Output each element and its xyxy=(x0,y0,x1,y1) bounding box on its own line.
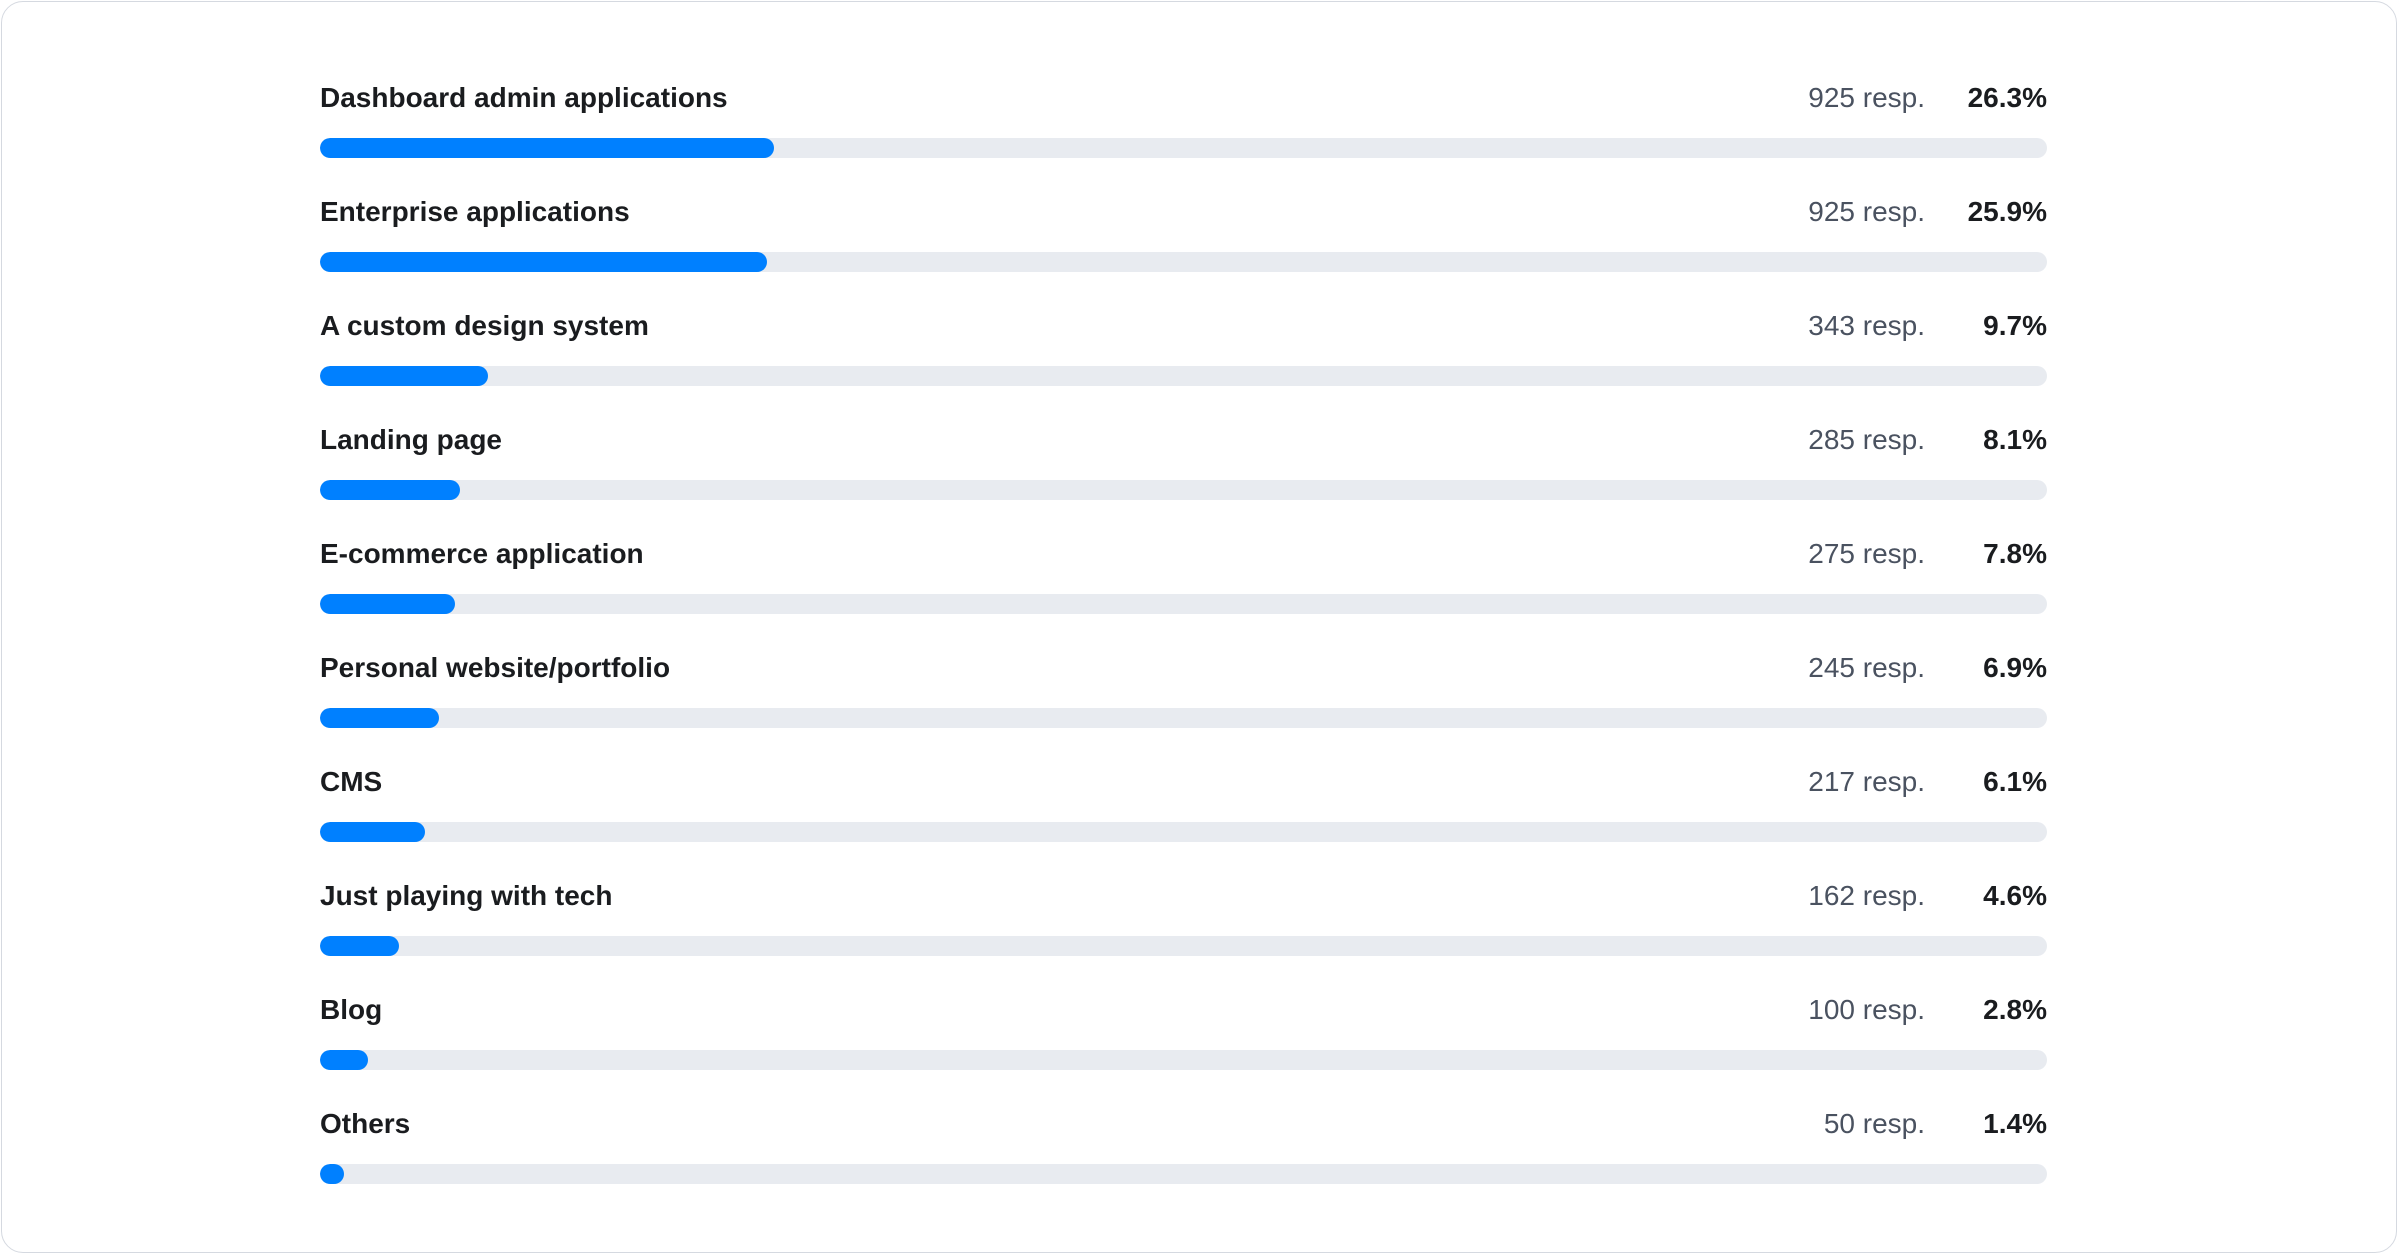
result-row: Enterprise applications 925 resp. 25.9% xyxy=(320,194,2047,308)
progress-track xyxy=(320,708,2047,728)
percent-label: 6.9% xyxy=(1983,652,2047,683)
progress-bar-fill xyxy=(320,252,768,272)
row-header: Enterprise applications 925 resp. 25.9% xyxy=(320,194,2047,230)
response-count: 285 resp. xyxy=(1808,424,1925,455)
progress-track xyxy=(320,594,2047,614)
progress-bar-fill xyxy=(320,138,775,158)
result-row: Dashboard admin applications 925 resp. 2… xyxy=(320,80,2047,194)
row-header: Blog 100 resp. 2.8% xyxy=(320,992,2047,1028)
percent-label: 9.7% xyxy=(1983,310,2047,341)
category-label: Blog xyxy=(320,994,383,1025)
progress-track xyxy=(320,138,2047,158)
response-count: 925 resp. xyxy=(1808,82,1925,113)
percent-label: 7.8% xyxy=(1983,538,2047,569)
progress-bar-fill xyxy=(320,366,488,386)
progress-bar-fill xyxy=(320,708,440,728)
result-row: A custom design system 343 resp. 9.7% xyxy=(320,308,2047,422)
percent-label: 6.1% xyxy=(1983,766,2047,797)
category-label: Dashboard admin applications xyxy=(320,82,728,113)
progress-bar-fill xyxy=(320,1050,369,1070)
result-row: Just playing with tech 162 resp. 4.6% xyxy=(320,878,2047,992)
category-label: CMS xyxy=(320,766,383,797)
row-header: E-commerce application 275 resp. 7.8% xyxy=(320,536,2047,572)
result-row: Personal website/portfolio 245 resp. 6.9… xyxy=(320,650,2047,764)
progress-bar-fill xyxy=(320,480,460,500)
response-count: 925 resp. xyxy=(1808,196,1925,227)
percent-label: 1.4% xyxy=(1983,1108,2047,1139)
response-count: 343 resp. xyxy=(1808,310,1925,341)
category-label: Enterprise applications xyxy=(320,196,630,227)
category-label: Others xyxy=(320,1108,411,1139)
result-row: Others 50 resp. 1.4% xyxy=(320,1106,2047,1220)
row-header: Landing page 285 resp. 8.1% xyxy=(320,422,2047,458)
result-row: Blog 100 resp. 2.8% xyxy=(320,992,2047,1106)
category-label: Personal website/portfolio xyxy=(320,652,671,683)
row-header: Dashboard admin applications 925 resp. 2… xyxy=(320,80,2047,116)
response-count: 245 resp. xyxy=(1808,652,1925,683)
progress-track xyxy=(320,1050,2047,1070)
result-row: Landing page 285 resp. 8.1% xyxy=(320,422,2047,536)
category-label: Landing page xyxy=(320,424,502,455)
row-header: A custom design system 343 resp. 9.7% xyxy=(320,308,2047,344)
percent-label: 26.3% xyxy=(1967,82,2047,113)
progress-track xyxy=(320,1164,2047,1184)
response-count: 162 resp. xyxy=(1808,880,1925,911)
progress-track xyxy=(320,252,2047,272)
category-label: E-commerce application xyxy=(320,538,644,569)
result-row: E-commerce application 275 resp. 7.8% xyxy=(320,536,2047,650)
progress-bar-fill xyxy=(320,1164,345,1184)
result-row: CMS 217 resp. 6.1% xyxy=(320,764,2047,878)
percent-label: 25.9% xyxy=(1967,196,2047,227)
response-count: 217 resp. xyxy=(1808,766,1925,797)
row-header: Just playing with tech 162 resp. 4.6% xyxy=(320,878,2047,914)
response-count: 275 resp. xyxy=(1808,538,1925,569)
percent-label: 4.6% xyxy=(1983,880,2047,911)
category-label: Just playing with tech xyxy=(320,880,613,911)
progress-track xyxy=(320,480,2047,500)
row-header: Personal website/portfolio 245 resp. 6.9… xyxy=(320,650,2047,686)
response-count: 50 resp. xyxy=(1823,1108,1925,1139)
progress-bar-fill xyxy=(320,822,426,842)
percent-label: 8.1% xyxy=(1983,424,2047,455)
progress-track xyxy=(320,936,2047,956)
progress-track xyxy=(320,366,2047,386)
progress-bar-fill xyxy=(320,936,400,956)
row-header: Others 50 resp. 1.4% xyxy=(320,1106,2047,1142)
progress-track xyxy=(320,822,2047,842)
response-count: 100 resp. xyxy=(1808,994,1925,1025)
percent-label: 2.8% xyxy=(1983,994,2047,1025)
category-label: A custom design system xyxy=(320,310,649,341)
results-list: Dashboard admin applications 925 resp. 2… xyxy=(320,80,2047,1220)
progress-bar-fill xyxy=(320,594,455,614)
row-header: CMS 217 resp. 6.1% xyxy=(320,764,2047,800)
